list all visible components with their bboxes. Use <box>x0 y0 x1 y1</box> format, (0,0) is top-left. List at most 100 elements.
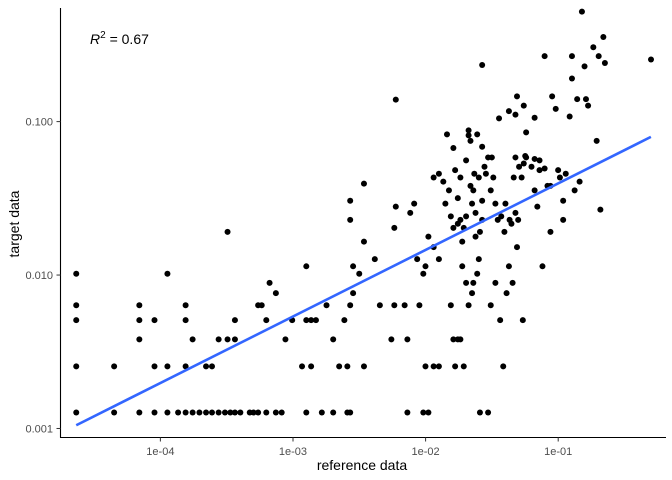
data-point <box>465 132 472 139</box>
data-point <box>467 182 474 189</box>
data-point <box>503 290 510 297</box>
regression-line <box>75 135 652 427</box>
data-point <box>73 363 80 370</box>
data-point <box>266 279 273 286</box>
data-point <box>512 154 519 161</box>
data-point <box>536 157 543 164</box>
data-point <box>469 290 476 297</box>
data-point <box>73 317 80 324</box>
data-point <box>497 317 504 324</box>
data-point <box>450 336 457 343</box>
data-point <box>520 160 527 167</box>
data-point <box>282 336 289 343</box>
data-point <box>490 174 497 181</box>
data-point <box>450 144 457 151</box>
data-point <box>463 279 470 286</box>
data-point <box>151 409 158 416</box>
data-point <box>531 155 538 162</box>
data-point <box>299 363 306 370</box>
data-point <box>445 187 452 194</box>
data-point <box>576 178 583 185</box>
data-point <box>472 233 479 240</box>
data-point <box>376 302 383 309</box>
data-point <box>520 102 527 109</box>
data-point <box>336 363 343 370</box>
data-point <box>350 290 357 297</box>
x-tick-label: 1e-03 <box>279 446 307 458</box>
data-point <box>496 115 503 122</box>
data-point <box>330 336 337 343</box>
data-point <box>189 409 196 416</box>
data-point <box>341 317 348 324</box>
data-point <box>323 302 330 309</box>
y-tick-label: 0.001 <box>25 423 53 435</box>
data-point <box>479 143 486 150</box>
data-point <box>347 409 354 416</box>
data-point <box>407 209 414 216</box>
data-point <box>560 197 567 204</box>
x-tick-label: 1e-02 <box>412 446 440 458</box>
data-point <box>505 108 512 115</box>
data-point <box>472 209 479 216</box>
data-point <box>469 200 476 207</box>
data-point <box>485 409 492 416</box>
data-point <box>510 174 517 181</box>
data-point <box>465 127 472 134</box>
data-point <box>574 96 581 103</box>
data-point <box>597 206 604 213</box>
data-point <box>508 220 515 227</box>
data-point <box>514 244 520 251</box>
data-point <box>151 363 158 370</box>
data-point <box>463 157 470 164</box>
data-point <box>272 409 279 416</box>
data-point <box>111 409 118 416</box>
data-point <box>515 216 522 223</box>
data-point <box>500 363 507 370</box>
data-point <box>73 409 80 416</box>
data-point <box>470 279 477 286</box>
data-point <box>487 302 494 309</box>
data-point <box>442 200 449 207</box>
data-point <box>263 409 270 416</box>
data-point <box>523 129 530 136</box>
data-point <box>420 409 427 416</box>
data-point <box>371 256 378 263</box>
data-point <box>164 270 171 277</box>
data-point <box>224 336 231 343</box>
data-point <box>450 224 457 231</box>
y-axis-title: target data <box>6 190 22 257</box>
data-point <box>182 317 189 324</box>
data-point <box>435 256 442 263</box>
data-point <box>208 409 215 416</box>
r-squared-annotation: R2 = 0.67 <box>90 30 149 47</box>
data-point <box>347 216 354 223</box>
data-point <box>475 256 482 263</box>
data-point <box>278 409 285 416</box>
data-point <box>303 317 310 324</box>
data-point <box>512 209 519 216</box>
data-point <box>196 409 203 416</box>
data-point <box>422 363 429 370</box>
data-point <box>360 180 367 187</box>
data-point <box>488 154 495 161</box>
data-point <box>595 53 602 60</box>
data-point <box>552 105 559 112</box>
data-point <box>164 363 171 370</box>
data-point <box>459 238 466 245</box>
data-point <box>479 197 486 204</box>
data-point <box>414 256 421 263</box>
data-point <box>648 56 655 63</box>
data-point <box>422 263 429 270</box>
data-point <box>541 165 548 172</box>
data-point <box>443 131 450 138</box>
data-point <box>502 200 509 207</box>
data-point <box>547 228 554 235</box>
data-point <box>509 279 516 286</box>
data-point <box>250 409 257 416</box>
data-point <box>534 203 541 210</box>
data-point <box>568 75 575 82</box>
data-point <box>568 53 575 60</box>
data-point <box>514 93 520 100</box>
data-point <box>425 409 432 416</box>
data-point <box>221 409 228 416</box>
